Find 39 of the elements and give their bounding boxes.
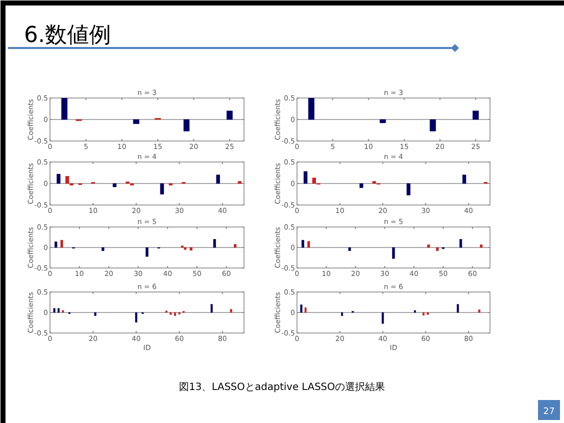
text: 6.数値例 bbox=[24, 23, 111, 48]
bar bbox=[380, 119, 386, 124]
bar bbox=[359, 183, 364, 188]
bar bbox=[302, 240, 304, 248]
bar bbox=[61, 98, 68, 120]
bar bbox=[462, 174, 466, 184]
bar bbox=[372, 181, 376, 184]
bar bbox=[56, 174, 60, 184]
bar bbox=[472, 110, 479, 120]
bar bbox=[54, 242, 58, 248]
bar bbox=[60, 240, 64, 248]
bar bbox=[480, 244, 483, 248]
bar bbox=[184, 247, 187, 250]
text: 27 bbox=[543, 407, 555, 417]
bar bbox=[406, 183, 410, 196]
bar bbox=[213, 239, 216, 248]
bar bbox=[146, 247, 148, 257]
bar bbox=[304, 171, 308, 184]
bar bbox=[226, 110, 233, 120]
bar bbox=[112, 183, 117, 188]
bar bbox=[430, 119, 436, 132]
bar bbox=[133, 119, 140, 124]
bar bbox=[102, 247, 104, 251]
bar bbox=[308, 98, 314, 120]
bar bbox=[160, 183, 164, 194]
bar bbox=[348, 247, 351, 251]
bar bbox=[183, 119, 190, 132]
bar bbox=[234, 244, 237, 248]
bar bbox=[312, 178, 316, 184]
bar bbox=[459, 239, 462, 248]
bar bbox=[427, 244, 430, 248]
caption: 図13、LASSOとadaptive LASSOの選択結果 bbox=[178, 381, 386, 393]
bar bbox=[238, 181, 242, 184]
bar bbox=[65, 176, 70, 184]
bar bbox=[436, 247, 439, 251]
bar bbox=[392, 247, 395, 259]
bar bbox=[190, 247, 192, 251]
bar bbox=[216, 174, 220, 184]
bar bbox=[307, 241, 310, 248]
